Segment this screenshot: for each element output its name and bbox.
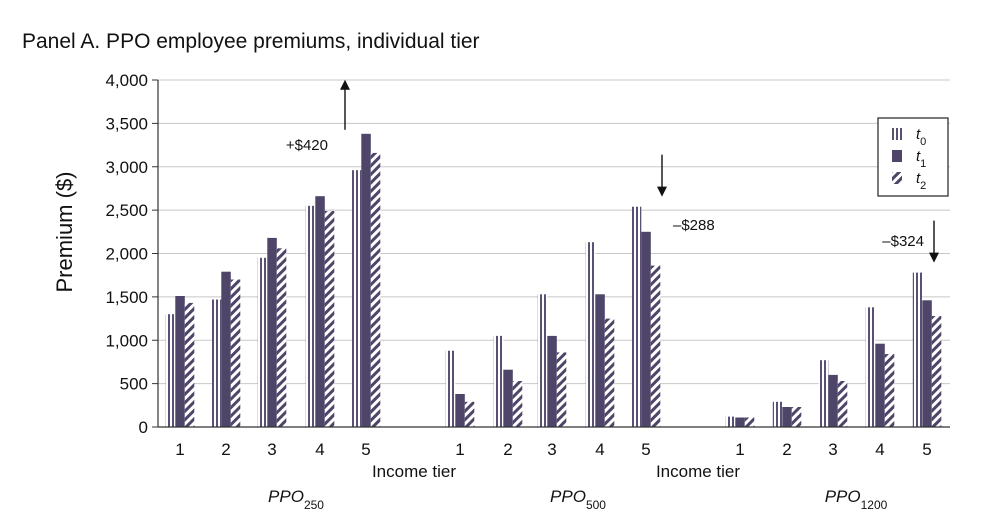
x-tick-label: 5 bbox=[641, 440, 650, 459]
x-tick-label: 4 bbox=[595, 440, 604, 459]
legend-swatch-t2 bbox=[892, 172, 902, 184]
bar-t0-group2-tier5 bbox=[631, 206, 642, 427]
bar-t2-group1-tier5 bbox=[370, 152, 381, 427]
legend-swatch-t0 bbox=[892, 128, 902, 140]
bar-t1-group2-tier1 bbox=[455, 394, 465, 427]
group-label: PPO250 bbox=[268, 487, 324, 512]
bar-t1-group3-tier1 bbox=[735, 417, 745, 427]
gridlines bbox=[152, 79, 950, 428]
arrow-down-icon bbox=[929, 252, 939, 263]
legend-label: t2 bbox=[916, 170, 926, 192]
bar-t1-group2-tier3 bbox=[547, 335, 557, 427]
x-tick-label: 4 bbox=[315, 440, 324, 459]
x-tick-label: 5 bbox=[361, 440, 370, 459]
x-tick-label: 1 bbox=[175, 440, 184, 459]
bar-t2-group3-tier3 bbox=[837, 381, 848, 427]
x-tick-label: 3 bbox=[828, 440, 837, 459]
group-label: PPO500 bbox=[550, 487, 606, 512]
x-tick-label: 2 bbox=[503, 440, 512, 459]
annotation-label: –$288 bbox=[673, 217, 715, 234]
bar-t1-group1-tier5 bbox=[361, 133, 371, 428]
bar-t2-group1-tier1 bbox=[184, 302, 195, 427]
y-tick-label: 3,000 bbox=[105, 158, 148, 177]
legend-swatch-t1 bbox=[892, 150, 902, 162]
bar-t0-group3-tier3 bbox=[818, 360, 829, 427]
x-tick-label: 1 bbox=[455, 440, 464, 459]
bar-t0-group2-tier3 bbox=[537, 294, 548, 427]
x-axis-label: Income tier bbox=[372, 462, 456, 481]
x-tick-label: 5 bbox=[922, 440, 931, 459]
x-axis-label: Income tier bbox=[656, 462, 740, 481]
bar-t2-group3-tier4 bbox=[884, 354, 895, 427]
y-tick-labels: 0 500 1,000 1,500 2,000 2,500 3,000 3,500 4,000 bbox=[105, 71, 148, 437]
bar-t1-group3-tier3 bbox=[828, 374, 838, 427]
bar-t1-group3-tier5 bbox=[922, 300, 932, 427]
bars bbox=[165, 133, 942, 428]
bar-t2-group1-tier3 bbox=[276, 248, 287, 427]
bar-t2-group1-tier2 bbox=[230, 279, 241, 427]
x-tick-label: 4 bbox=[875, 440, 884, 459]
bar-t0-group2-tier1 bbox=[445, 350, 456, 427]
bar-t2-group2-tier3 bbox=[556, 352, 567, 427]
x-tick-label: 1 bbox=[735, 440, 744, 459]
y-tick-label: 2,500 bbox=[105, 201, 148, 220]
bar-t1-group1-tier1 bbox=[175, 296, 185, 427]
bar-t1-group2-tier4 bbox=[595, 294, 605, 427]
annotation-label: –$324 bbox=[882, 233, 924, 250]
bar-t2-group2-tier4 bbox=[604, 318, 615, 427]
bar-t1-group1-tier3 bbox=[267, 237, 277, 427]
bar-t0-group3-tier4 bbox=[865, 307, 876, 427]
bar-t0-group1-tier5 bbox=[351, 170, 362, 427]
x-tick-label: 2 bbox=[782, 440, 791, 459]
y-tick-label: 2,000 bbox=[105, 245, 148, 264]
group-label: PPO1200 bbox=[825, 487, 888, 512]
y-tick-label: 3,500 bbox=[105, 114, 148, 133]
bar-t0-group2-tier2 bbox=[493, 335, 504, 427]
group-labels: PPO250 PPO500 PPO1200 bbox=[268, 487, 888, 512]
y-tick-label: 1,500 bbox=[105, 288, 148, 307]
legend-box bbox=[877, 117, 949, 197]
bar-t1-group2-tier5 bbox=[641, 231, 651, 427]
bar-t0-group3-tier5 bbox=[912, 272, 923, 427]
annotation-label: +$420 bbox=[286, 137, 328, 154]
bar-t0-group1-tier3 bbox=[257, 257, 268, 427]
y-axis-label: Premium ($) bbox=[52, 171, 77, 292]
bar-t1-group3-tier2 bbox=[782, 407, 792, 427]
y-tick-label: 500 bbox=[120, 375, 148, 394]
bar-t2-group3-tier1 bbox=[744, 417, 755, 427]
arrow-down-icon bbox=[657, 186, 667, 197]
legend-label: t0 bbox=[916, 126, 926, 148]
bar-t2-group2-tier5 bbox=[650, 265, 661, 427]
bar-t0-group3-tier2 bbox=[772, 401, 783, 427]
bar-t2-group1-tier4 bbox=[324, 211, 335, 427]
annotations: +$420 –$288 –$324 bbox=[286, 79, 939, 263]
legend-label: t1 bbox=[916, 148, 926, 170]
bar-t2-group3-tier5 bbox=[931, 316, 942, 427]
bar-t1-group1-tier4 bbox=[315, 196, 325, 427]
bar-t2-group3-tier2 bbox=[791, 407, 802, 427]
bar-t1-group2-tier2 bbox=[503, 369, 513, 427]
arrow-up-icon bbox=[340, 79, 350, 90]
bar-t1-group3-tier4 bbox=[875, 343, 885, 427]
bar-t0-group3-tier1 bbox=[725, 416, 736, 427]
y-tick-label: 0 bbox=[139, 418, 148, 437]
x-tick-label: 3 bbox=[267, 440, 276, 459]
bar-t0-group1-tier2 bbox=[211, 299, 222, 427]
y-tick-label: 1,000 bbox=[105, 331, 148, 350]
bar-t2-group2-tier2 bbox=[512, 381, 523, 427]
bar-t0-group1-tier1 bbox=[165, 314, 176, 427]
chart-title: Panel A. PPO employee premiums, individu… bbox=[22, 30, 480, 53]
y-tick-label: 4,000 bbox=[105, 71, 148, 90]
x-tick-label: 2 bbox=[221, 440, 230, 459]
bar-t0-group1-tier4 bbox=[305, 205, 316, 427]
axes bbox=[157, 80, 950, 428]
bar-t2-group2-tier1 bbox=[464, 401, 475, 427]
bar-t0-group2-tier4 bbox=[585, 242, 596, 427]
x-tick-label: 3 bbox=[547, 440, 556, 459]
bar-t1-group1-tier2 bbox=[221, 271, 231, 427]
